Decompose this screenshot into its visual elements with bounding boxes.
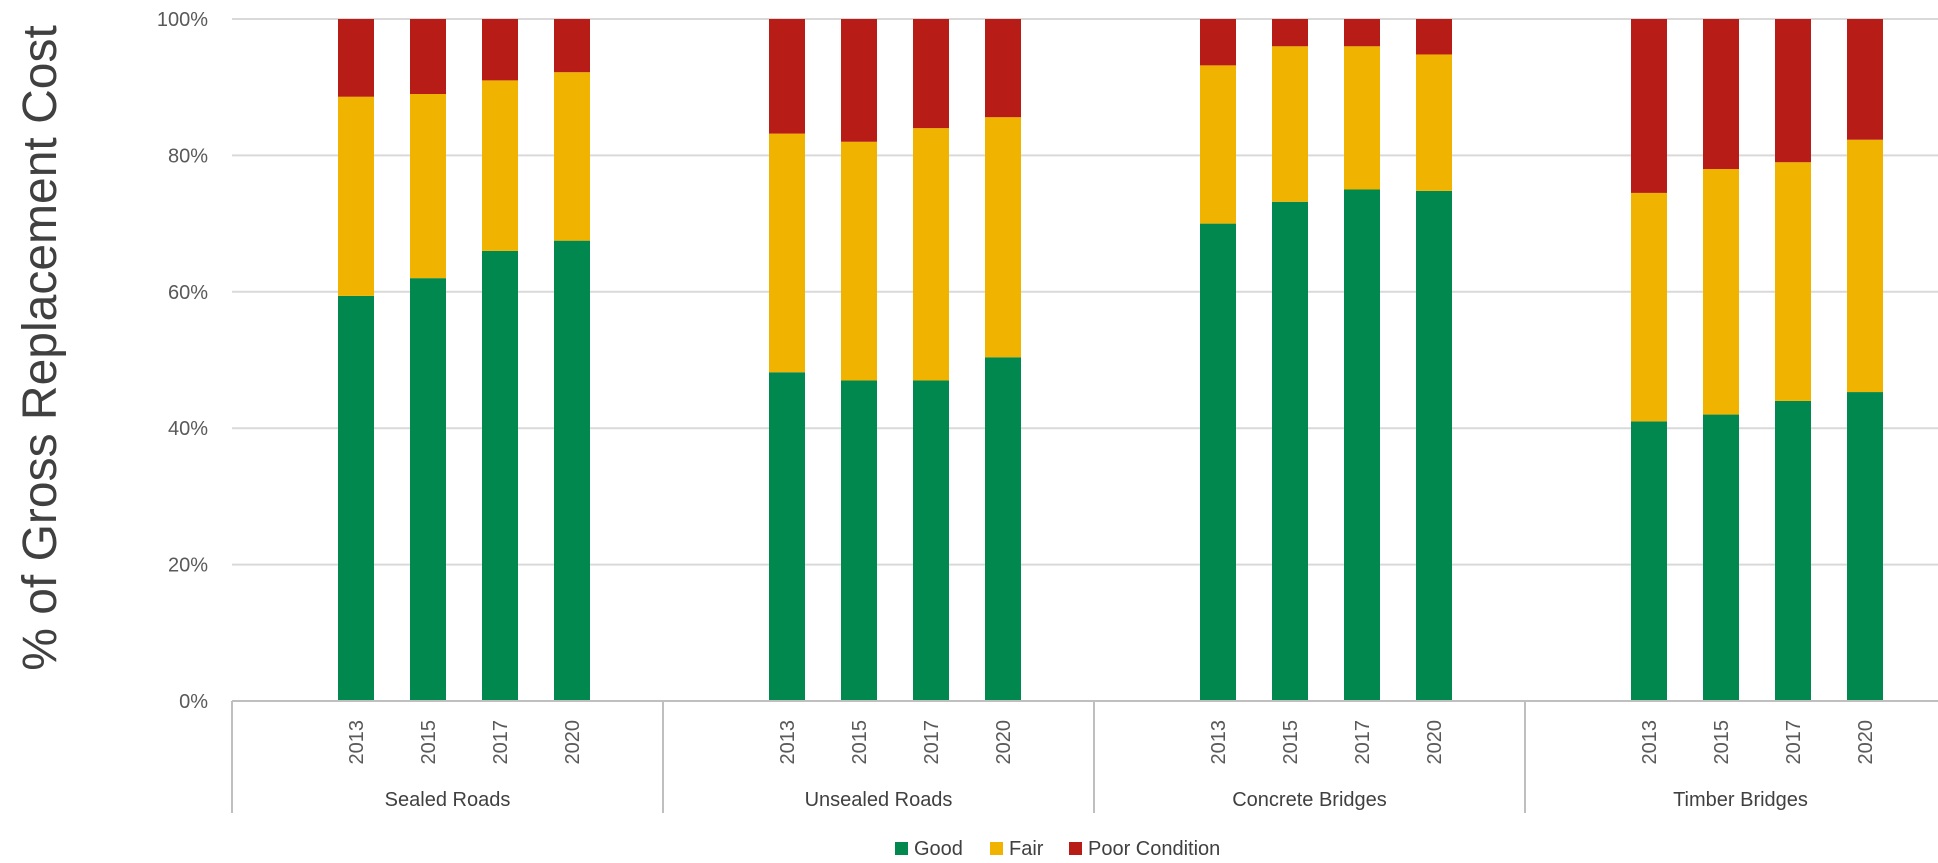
legend-swatch xyxy=(1069,842,1082,855)
y-tick-label: 40% xyxy=(168,418,208,440)
y-tick-labels: 0% 20% 40% 60% 80% 100% xyxy=(157,9,208,713)
bar-segment-poor-condition xyxy=(1703,19,1739,170)
legend-swatch xyxy=(895,842,908,855)
bar-segment-good xyxy=(338,295,374,701)
x-tick-labels: 2013 2015 2017 2020 2013 2015 2017 2020 2013 2015… xyxy=(346,720,1877,765)
group-labels: Sealed Roads Unsealed Roads Concrete Bridg… xyxy=(385,789,1808,811)
bar-segment-poor-condition xyxy=(769,19,805,134)
bar-segment-fair xyxy=(841,141,877,381)
bar-segment-fair xyxy=(554,72,590,241)
bar-segment-good xyxy=(985,357,1021,701)
x-tick-label: 2017 xyxy=(490,720,512,765)
legend-item: Good xyxy=(895,838,963,860)
x-tick-label: 2020 xyxy=(1855,720,1877,765)
x-tick-label: 2015 xyxy=(1280,720,1302,765)
group-label: Timber Bridges xyxy=(1673,789,1808,811)
bar-segment-good xyxy=(769,372,805,701)
bar-segment-fair xyxy=(1775,162,1811,401)
bar-segment-poor-condition xyxy=(554,19,590,73)
y-tick-label: 80% xyxy=(168,145,208,167)
legend: Good Fair Poor Condition xyxy=(895,838,1220,860)
bar-segment-good xyxy=(554,240,590,701)
bar-segment-good xyxy=(1703,414,1739,701)
legend-swatch xyxy=(990,842,1003,855)
bars xyxy=(338,19,1883,701)
bar-segment-fair xyxy=(482,80,518,251)
legend-item: Poor Condition xyxy=(1069,838,1220,860)
bar-segment-good xyxy=(1344,189,1380,701)
bar-segment-poor-condition xyxy=(985,19,1021,118)
bar-segment-poor-condition xyxy=(338,19,374,97)
bar-segment-poor-condition xyxy=(1416,19,1452,55)
x-tick-label: 2020 xyxy=(562,720,584,765)
bar-segment-good xyxy=(1416,190,1452,701)
y-tick-label: 0% xyxy=(179,691,208,713)
bar-segment-poor-condition xyxy=(1272,19,1308,47)
bar-segment-good xyxy=(841,380,877,701)
y-tick-label: 100% xyxy=(157,9,208,31)
bar-segment-good xyxy=(913,380,949,701)
bar-segment-fair xyxy=(1631,192,1667,422)
bar-segment-fair xyxy=(1847,139,1883,393)
x-tick-label: 2017 xyxy=(1352,720,1374,765)
bar-segment-poor-condition xyxy=(482,19,518,81)
x-tick-label: 2013 xyxy=(1639,720,1661,765)
y-axis-title: % of Gross Replacement Cost xyxy=(14,25,67,671)
bar-segment-fair xyxy=(1416,54,1452,191)
bar-segment-good xyxy=(1272,201,1308,701)
legend-label: Good xyxy=(914,838,963,860)
bar-segment-good xyxy=(1775,400,1811,701)
x-tick-label: 2020 xyxy=(993,720,1015,765)
bar-segment-fair xyxy=(1272,46,1308,202)
bar-segment-fair xyxy=(1344,46,1380,190)
x-tick-label: 2013 xyxy=(777,720,799,765)
bar-segment-good xyxy=(482,250,518,701)
group-label: Sealed Roads xyxy=(385,789,511,811)
bar-segment-poor-condition xyxy=(913,19,949,129)
group-label: Unsealed Roads xyxy=(805,789,953,811)
x-tick-label: 2013 xyxy=(1208,720,1230,765)
x-tick-label: 2020 xyxy=(1424,720,1446,765)
bar-segment-poor-condition xyxy=(1200,19,1236,66)
x-tick-label: 2015 xyxy=(849,720,871,765)
bar-segment-fair xyxy=(769,133,805,373)
group-label: Concrete Bridges xyxy=(1232,789,1387,811)
bar-segment-poor-condition xyxy=(410,19,446,95)
bar-segment-good xyxy=(1200,223,1236,701)
bar-segment-fair xyxy=(985,117,1021,358)
y-tick-label: 20% xyxy=(168,555,208,577)
bar-segment-poor-condition xyxy=(1631,19,1667,193)
y-tick-label: 60% xyxy=(168,282,208,304)
bar-segment-good xyxy=(410,278,446,701)
x-tick-label: 2017 xyxy=(1783,720,1805,765)
bar-segment-poor-condition xyxy=(1847,19,1883,140)
bar-segment-good xyxy=(1847,392,1883,701)
bar-segment-poor-condition xyxy=(1344,19,1380,47)
bar-segment-fair xyxy=(410,94,446,279)
bar-segment-poor-condition xyxy=(841,19,877,142)
bar-segment-fair xyxy=(338,96,374,296)
legend-label: Poor Condition xyxy=(1088,838,1220,860)
bar-segment-fair xyxy=(1703,169,1739,415)
x-tick-label: 2013 xyxy=(346,720,368,765)
x-tick-label: 2015 xyxy=(1711,720,1733,765)
axes xyxy=(231,700,1938,813)
bar-segment-good xyxy=(1631,421,1667,701)
x-tick-label: 2017 xyxy=(921,720,943,765)
legend-item: Fair xyxy=(990,838,1044,860)
legend-label: Fair xyxy=(1009,838,1044,860)
x-tick-label: 2015 xyxy=(418,720,440,765)
bar-segment-poor-condition xyxy=(1775,19,1811,163)
bar-segment-fair xyxy=(1200,65,1236,224)
bar-segment-fair xyxy=(913,128,949,381)
